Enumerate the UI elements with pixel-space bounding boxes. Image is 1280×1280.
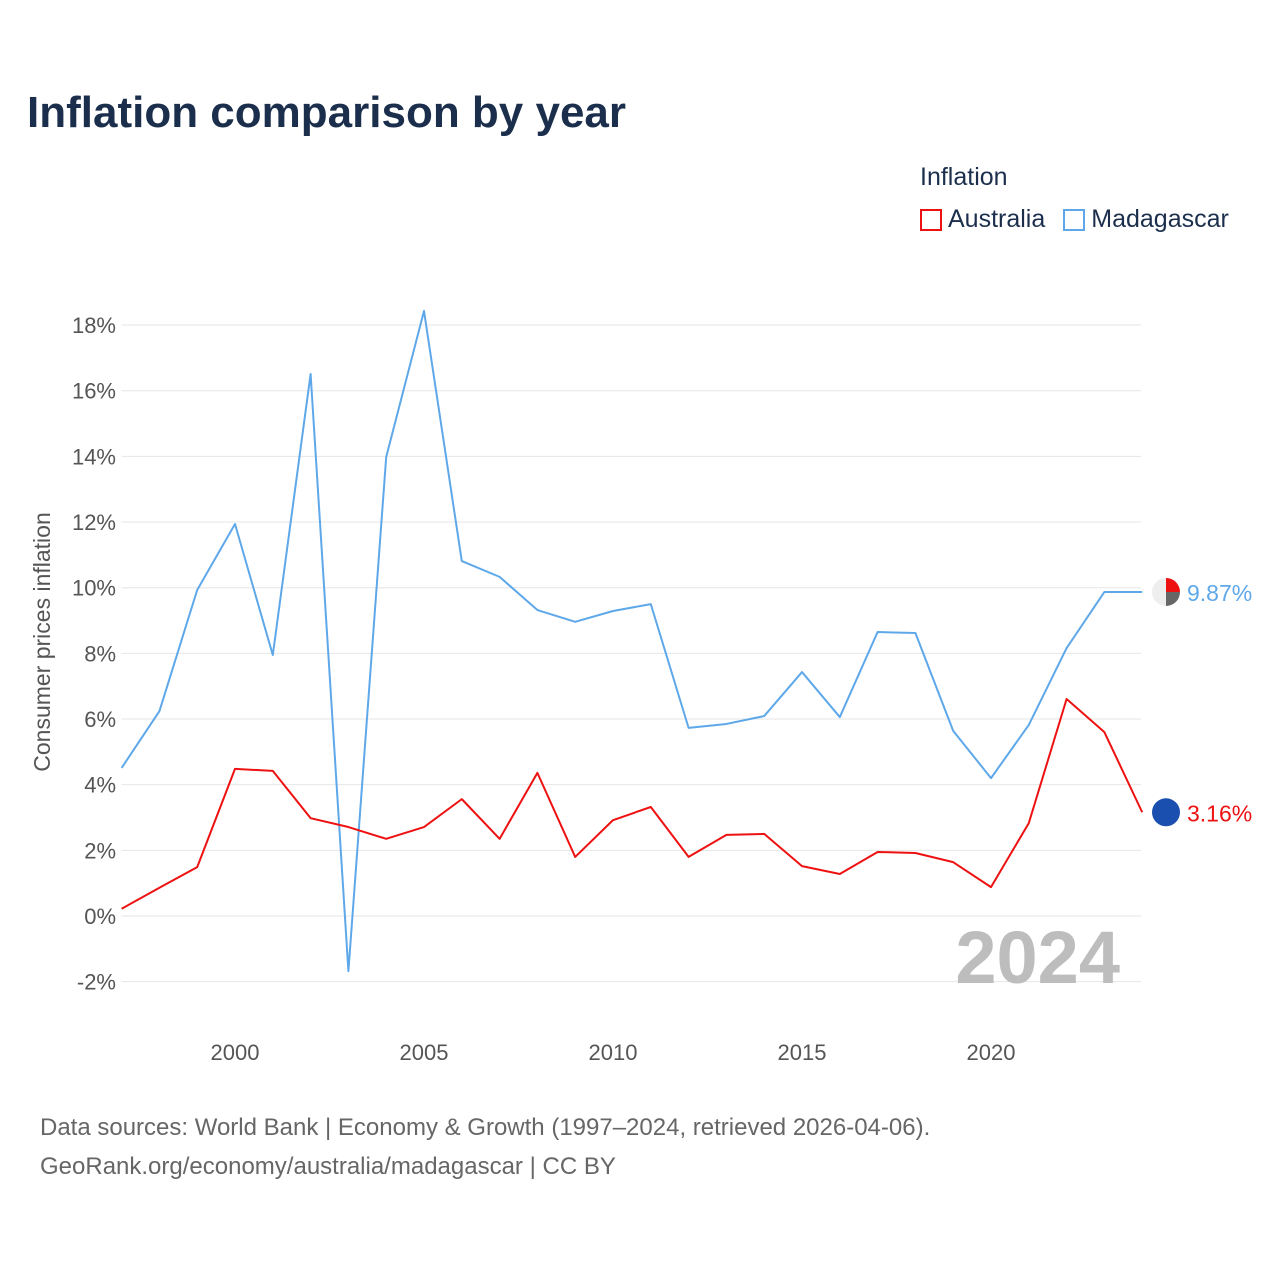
y-tick-label: 2% [84,838,116,863]
legend-item-madagascar[interactable]: Madagascar [1063,205,1229,234]
chart-title: Inflation comparison by year [27,88,627,137]
legend-label-australia: Australia [948,205,1046,233]
legend-swatch-australia [920,208,942,231]
y-tick-label: 14% [72,444,116,469]
legend: Australia Madagascar [920,205,1229,234]
legend-title: Inflation [920,163,1008,191]
x-tick-label: 2005 [400,1040,449,1065]
y-axis-label: Consumer prices inflation [29,512,55,772]
end-label-madagascar: 9.87% [1187,580,1252,606]
legend-label-madagascar: Madagascar [1091,205,1229,233]
y-tick-label: 4% [84,773,116,798]
y-tick-label: 10% [72,576,116,601]
y-tick-label: -2% [77,970,116,995]
footer-source: Data sources: World Bank | Economy & Gro… [40,1108,930,1186]
x-tick-label: 2020 [967,1040,1016,1065]
x-tick-label: 2010 [589,1040,638,1065]
legend-swatch-madagascar [1063,208,1086,231]
y-tick-label: 6% [84,707,116,732]
series-line-australia [121,697,1144,910]
x-tick-label: 2000 [211,1040,260,1065]
series-line-madagascar [120,309,1143,973]
flag-icon-australia [1152,798,1180,827]
end-label-australia: 3.16% [1187,800,1252,826]
source-line: Data sources: World Bank | Economy & Gro… [40,1114,931,1141]
source-url: GeoRank.org/economy/australia/madagascar… [40,1153,616,1180]
y-tick-label: 0% [84,904,116,929]
y-tick-label: 12% [72,510,116,535]
legend-item-australia[interactable]: Australia [920,205,1045,234]
y-tick-label: 18% [72,313,116,338]
y-tick-label: 8% [84,641,116,666]
year-watermark: 2024 [955,916,1120,999]
y-tick-label: 16% [72,379,116,404]
flag-stripe-green [1166,591,1180,606]
x-tick-label: 2015 [778,1040,827,1065]
flag-stripe-red [1166,577,1181,592]
